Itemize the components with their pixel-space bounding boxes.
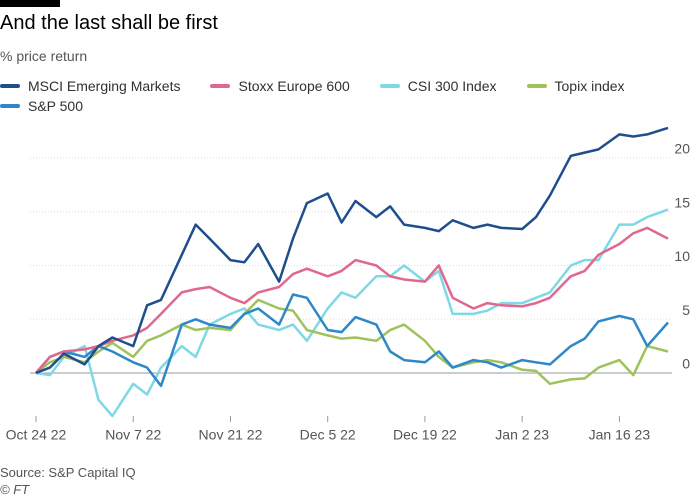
series-line [35,126,669,375]
y-tick-label: 15 [674,194,690,210]
legend-swatch [210,84,231,88]
y-tick-label: 5 [682,302,690,318]
legend-label: Topix index [554,78,625,94]
legend-swatch [379,84,400,88]
x-tick-label: Jan 2 23 [495,427,549,443]
series-line [35,298,669,386]
legend-label: S&P 500 [28,98,84,114]
legend-label: CSI 300 Index [407,78,497,94]
source: Source: S&P Capital IQ [0,465,136,480]
x-tick-label: Nov 7 22 [105,427,161,443]
legend-label: Stoxx Europe 600 [238,78,350,94]
y-tick-label: 0 [682,356,690,372]
legend-swatch [526,84,547,88]
legend-swatch [0,84,20,88]
legend-item: CSI 300 Index [379,78,497,94]
x-tick-label: Oct 24 22 [6,427,67,443]
x-tick-label: Nov 21 22 [199,427,263,443]
legend-item: Topix index [526,78,625,94]
x-tick-label: Dec 5 22 [300,427,356,443]
y-tick-label: 10 [674,248,690,264]
y-tick-label: 20 [674,141,690,157]
legend-item: S&P 500 [0,98,83,114]
series-line [35,293,669,388]
legend: MSCI Emerging Markets Stoxx Europe 600 CSI… [0,78,660,114]
chart: 0 5 10 15 20 Oct 24 22 Nov 7 22 Nov 21 22 Dec 5 … [6,126,690,443]
series-line [35,208,669,418]
legend-item: Stoxx Europe 600 [210,78,350,94]
chart-title: And the last shall be first [0,12,218,34]
legend-label: MSCI Emerging Markets [28,78,181,94]
chart-subtitle: % price return [0,48,88,64]
legend-item: MSCI Emerging Markets [0,78,180,94]
series-line [35,226,669,374]
x-tick-label: Dec 19 22 [393,427,457,443]
x-tick-label: Jan 16 23 [589,427,651,443]
legend-swatch [0,104,20,108]
ft-bar [0,0,60,7]
credit: © FT [0,482,30,497]
